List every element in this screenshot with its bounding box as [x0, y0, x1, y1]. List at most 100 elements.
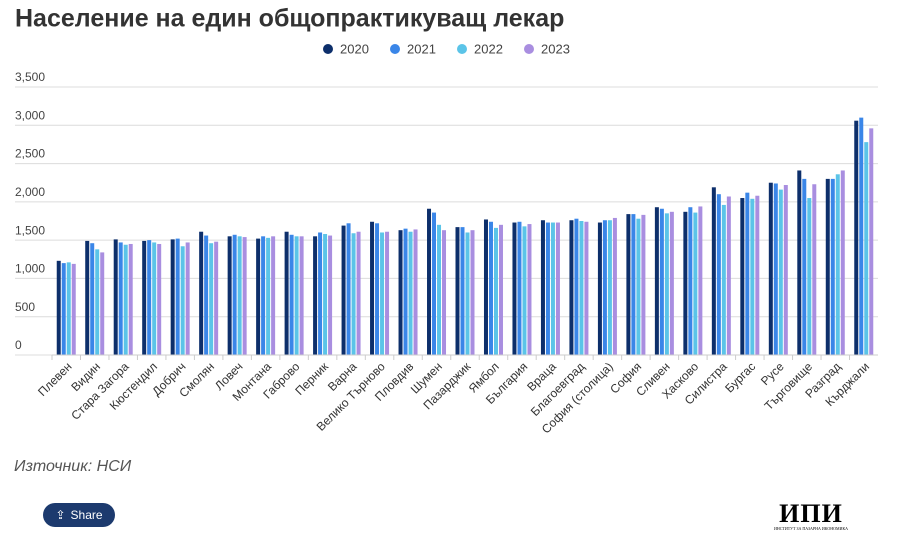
bar	[123, 244, 128, 355]
bar	[755, 195, 760, 355]
bar	[403, 228, 408, 355]
y-tick-label: 3,500	[15, 70, 45, 84]
bar	[721, 204, 726, 355]
bar	[437, 224, 442, 355]
bar	[313, 236, 318, 355]
bar	[237, 236, 242, 355]
bar	[323, 234, 328, 355]
bar	[597, 222, 602, 355]
legend-label: 2020	[340, 41, 369, 56]
bar	[227, 236, 232, 355]
bar	[95, 249, 100, 355]
bar	[693, 212, 698, 355]
share-icon: ⇪	[55, 508, 66, 522]
bar	[550, 222, 555, 355]
bar	[607, 220, 612, 355]
bar	[664, 213, 669, 355]
bar	[209, 243, 214, 355]
legend-swatch	[323, 44, 333, 54]
bar	[266, 237, 271, 355]
legend-label: 2021	[407, 41, 436, 56]
bar	[284, 231, 289, 355]
bar	[232, 234, 237, 355]
bar	[483, 219, 488, 355]
bar	[869, 128, 874, 355]
bar	[726, 196, 731, 355]
bar	[636, 218, 641, 355]
bar	[569, 220, 574, 355]
bar	[61, 263, 66, 355]
bar	[812, 184, 817, 355]
chart-title: Население на един общопрактикуващ лекар	[15, 5, 564, 33]
y-tick-label: 500	[15, 300, 35, 314]
bar	[398, 230, 403, 355]
bar	[113, 239, 118, 355]
bar	[711, 187, 716, 355]
bar	[859, 117, 864, 355]
bar	[56, 260, 61, 355]
bar	[488, 221, 493, 355]
bar	[783, 185, 788, 355]
bar	[271, 236, 276, 355]
source: Източник: НСИ	[14, 458, 132, 475]
bar	[512, 222, 517, 355]
bar	[385, 231, 390, 355]
y-tick-label: 2,500	[15, 147, 45, 161]
bar	[341, 225, 346, 355]
bar	[214, 241, 219, 355]
bar	[825, 178, 830, 355]
bar	[346, 223, 351, 355]
bar	[612, 217, 617, 355]
bar	[641, 214, 646, 355]
bar	[802, 178, 807, 355]
bar	[356, 231, 361, 355]
logo: ИПИ ИНСТИТУТ ЗА ПАЗАРНА ИКОНОМИКА	[768, 501, 854, 532]
bar	[527, 224, 532, 355]
bar	[579, 221, 584, 355]
legend-label: 2022	[474, 41, 503, 56]
bar	[147, 240, 152, 355]
bar	[669, 211, 674, 355]
y-tick-label: 1,000	[15, 262, 45, 276]
bar	[745, 192, 750, 355]
share-button[interactable]: ⇪ Share	[43, 503, 115, 527]
bar	[289, 234, 294, 355]
legend-label: 2023	[541, 41, 570, 56]
bar	[294, 236, 299, 355]
bar	[716, 194, 721, 355]
bar	[631, 214, 636, 355]
bar	[470, 230, 475, 355]
bar	[66, 262, 71, 355]
logo-subtitle: ИНСТИТУТ ЗА ПАЗАРНА ИКОНОМИКА	[773, 526, 849, 531]
bar	[540, 220, 545, 355]
bar	[142, 240, 147, 355]
bar	[854, 120, 859, 355]
bar	[351, 233, 356, 355]
bar	[328, 235, 333, 355]
bar	[517, 221, 522, 355]
bar	[185, 242, 190, 355]
bar	[659, 208, 664, 355]
bar	[242, 237, 247, 355]
bar	[380, 232, 385, 355]
bar	[626, 214, 631, 355]
y-tick-label: 2,000	[15, 185, 45, 199]
bar	[199, 231, 204, 355]
bar	[835, 174, 840, 355]
bar	[778, 189, 783, 355]
bar	[71, 263, 76, 355]
bar	[768, 182, 773, 355]
bar	[180, 246, 185, 355]
bar	[100, 252, 105, 355]
y-tick-label: 0	[15, 338, 22, 352]
bar	[460, 227, 465, 355]
bar	[375, 223, 380, 355]
legend-swatch	[524, 44, 534, 54]
bar	[698, 206, 703, 355]
bar	[740, 198, 745, 355]
bar	[85, 240, 90, 355]
bar	[261, 236, 266, 355]
bar	[555, 222, 560, 355]
bar	[522, 226, 527, 355]
